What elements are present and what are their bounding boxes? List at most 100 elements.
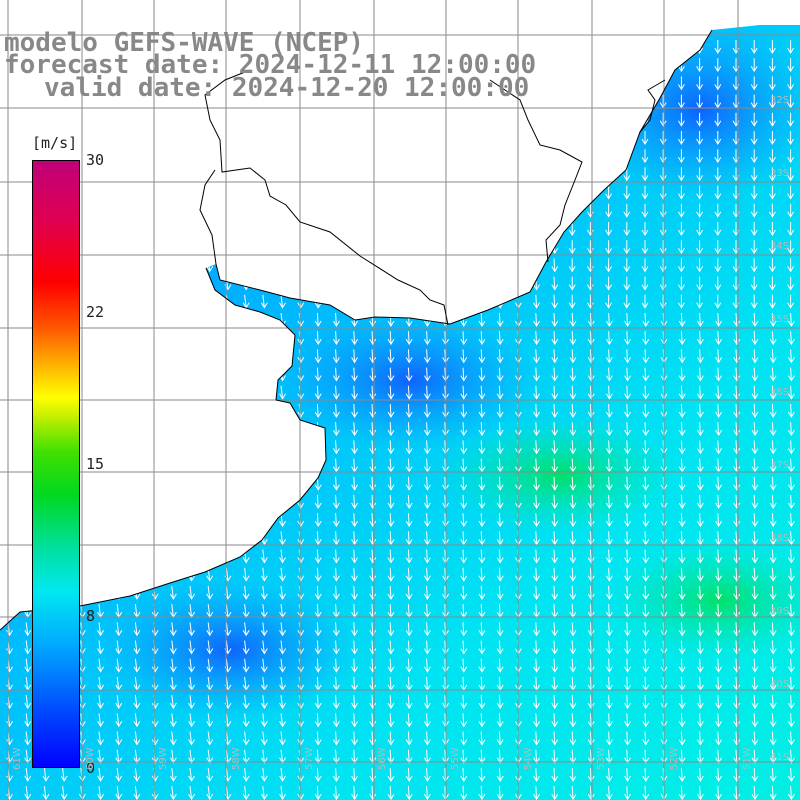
wind-arrow	[696, 185, 704, 200]
wind-arrow	[624, 731, 632, 746]
wind-arrow	[279, 258, 286, 273]
wind-arrow	[133, 494, 141, 509]
wind-arrow	[115, 349, 123, 364]
wind-arrow	[587, 349, 595, 364]
wind-arrow	[151, 513, 159, 528]
wind-arrow	[97, 622, 104, 637]
wind-arrow	[24, 494, 32, 509]
wind-arrow	[405, 549, 413, 564]
wind-arrow	[605, 422, 613, 437]
wind-arrow	[423, 658, 431, 673]
wind-arrow	[242, 422, 250, 437]
wind-arrow	[696, 531, 704, 546]
wind-arrow	[478, 331, 486, 346]
wind-arrow	[496, 731, 504, 746]
wind-arrow	[279, 240, 286, 255]
wind-arrow	[696, 422, 704, 437]
wind-arrow	[551, 567, 559, 582]
wind-arrow	[206, 367, 214, 382]
wind-arrow	[551, 658, 559, 673]
wind-arrow	[332, 185, 340, 200]
wind-arrow	[714, 294, 722, 309]
wind-arrow	[133, 658, 141, 673]
wind-arrow	[423, 258, 431, 273]
wind-arrow	[188, 440, 195, 455]
wind-arrow	[768, 185, 776, 200]
wind-arrow	[787, 567, 795, 582]
wind-arrow	[678, 367, 686, 382]
wind-arrow	[478, 767, 486, 782]
wind-arrow	[169, 786, 177, 800]
wind-arrow	[605, 658, 613, 673]
wind-arrow	[678, 731, 686, 746]
wind-arrow	[242, 640, 250, 655]
wind-arrow	[60, 112, 68, 127]
wind-arrow	[369, 513, 377, 528]
wind-arrow	[133, 130, 141, 145]
wind-arrow	[659, 203, 667, 218]
wind-arrow	[715, 749, 723, 764]
wind-arrow	[206, 312, 214, 327]
wind-arrow	[605, 622, 613, 637]
wind-arrow	[369, 367, 377, 382]
wind-arrow	[769, 549, 777, 564]
wind-arrow	[188, 149, 195, 164]
wind-arrow	[678, 385, 686, 400]
wind-arrow	[405, 622, 413, 637]
wind-arrow	[405, 695, 413, 710]
wind-arrow	[533, 585, 541, 600]
wind-arrow	[405, 531, 413, 546]
wind-arrow	[242, 731, 250, 746]
wind-arrow	[750, 258, 758, 273]
wind-arrow	[351, 786, 359, 800]
wind-arrow	[787, 222, 795, 236]
wind-arrow	[478, 385, 486, 400]
wind-arrow	[42, 767, 50, 782]
wind-arrow	[387, 476, 395, 491]
wind-arrow	[551, 385, 559, 400]
wind-arrow	[6, 458, 13, 473]
wind-arrow	[405, 367, 413, 382]
wind-arrow	[551, 76, 559, 91]
wind-arrow	[151, 440, 159, 455]
wind-arrow	[405, 331, 413, 346]
wind-arrow	[351, 476, 359, 491]
wind-arrow	[642, 476, 650, 491]
wind-arrow	[242, 513, 250, 528]
wind-arrow	[369, 240, 377, 255]
wind-arrow	[188, 622, 195, 637]
wind-arrow	[115, 585, 123, 600]
wind-arrow	[387, 585, 395, 600]
wind-arrow	[351, 494, 359, 509]
wind-arrow	[97, 221, 104, 236]
wind-arrow	[242, 476, 250, 491]
wind-arrow	[6, 549, 13, 564]
wind-arrow	[332, 240, 340, 255]
wind-arrow	[279, 331, 286, 346]
wind-arrow	[351, 149, 359, 164]
wind-arrow	[314, 731, 322, 746]
wind-arrow	[115, 513, 123, 528]
wind-arrow	[169, 185, 177, 200]
wind-arrow	[97, 749, 104, 764]
wind-arrow	[24, 567, 32, 582]
wind-arrow	[677, 222, 685, 236]
wind-arrow	[624, 494, 632, 509]
wind-arrow	[605, 403, 613, 418]
wind-arrow	[169, 294, 177, 309]
wind-arrow	[24, 403, 32, 418]
wind-arrow	[460, 476, 468, 491]
wind-arrow	[405, 567, 413, 582]
wind-arrow	[97, 130, 104, 145]
wind-arrow	[169, 458, 177, 473]
wind-arrow	[605, 203, 613, 218]
wind-arrow	[151, 221, 159, 236]
wind-arrow	[369, 385, 377, 400]
wind-arrow	[751, 349, 759, 364]
wind-arrow	[260, 422, 268, 437]
wind-arrow	[496, 567, 504, 582]
wind-arrow	[405, 276, 413, 291]
wind-arrow	[115, 622, 123, 637]
wind-arrow	[715, 640, 723, 655]
wind-arrow	[569, 622, 577, 637]
